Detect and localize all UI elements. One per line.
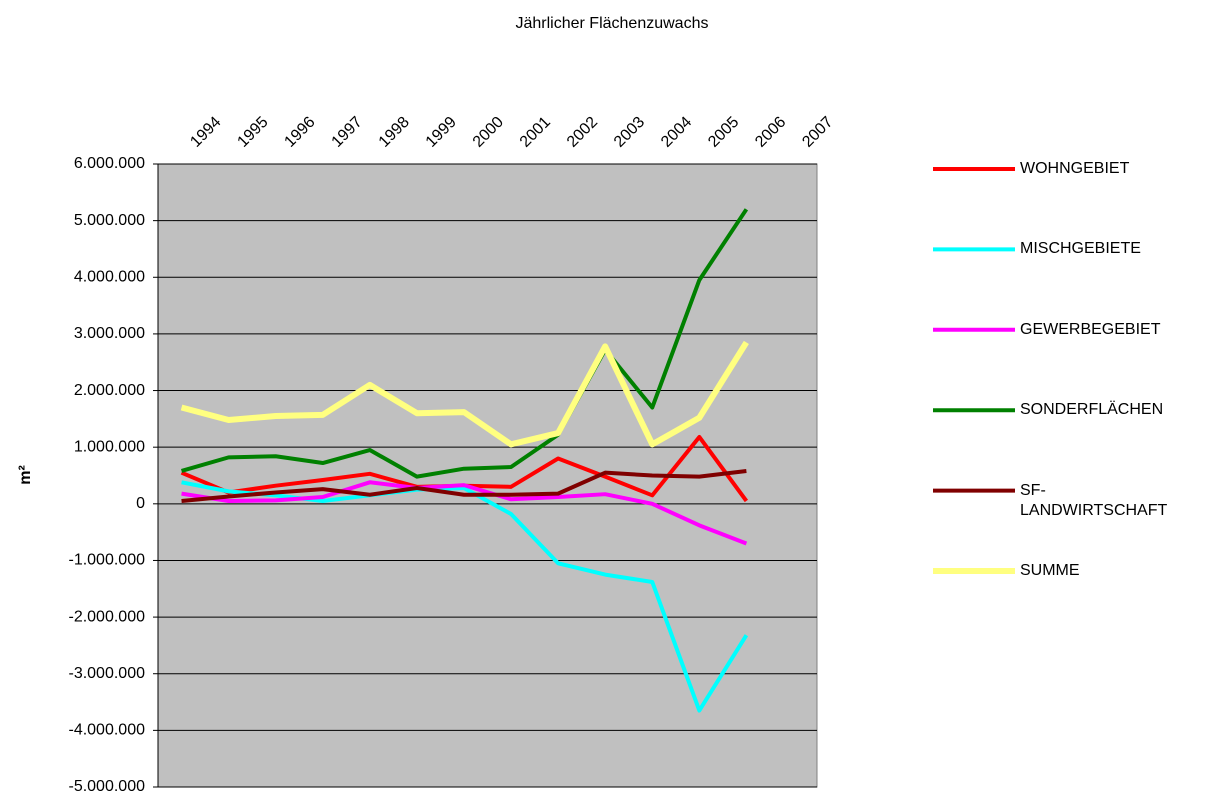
y-tick-label: 6.000.000 [74,155,145,172]
y-tick-label: 2.000.000 [74,382,145,399]
x-tick-label: 2000 [470,114,507,151]
y-tick-label: -1.000.000 [68,552,145,569]
chart-title: Jährlicher Flächenzuwachs [516,15,709,32]
legend-label: SONDERFLÄCHEN [1020,401,1164,419]
legend-label: GEWERBEGEBIET [1020,320,1161,338]
x-tick-label: 2007 [799,114,836,151]
y-axis-label: m² [17,465,34,485]
series-line [180,208,749,479]
legend-label: MISCHGEBIETE [1020,240,1141,258]
x-tick-label: 1998 [376,114,413,151]
y-tick-label: -4.000.000 [68,722,145,739]
x-tick-label: 1994 [187,114,224,151]
y-tick-label: -2.000.000 [68,608,145,625]
y-tick-label: 3.000.000 [74,325,145,342]
x-tick-label: 1995 [234,114,271,151]
x-tick-label: 2001 [517,114,554,151]
y-tick-label: 4.000.000 [74,268,145,285]
series-line [180,340,749,448]
series-line [181,480,748,546]
x-tick-label: 2003 [611,114,648,151]
x-tick-label: 2006 [752,114,789,151]
series-line [181,480,749,713]
y-tick-label: -3.000.000 [68,665,145,682]
x-tick-label: 1997 [329,114,366,151]
series-line [181,468,747,503]
x-tick-label: 2004 [658,114,695,151]
x-tick-label: 1999 [423,114,460,151]
y-tick-label: 5.000.000 [74,212,145,229]
y-tick-label: 0 [136,495,145,512]
x-tick-label: 1996 [281,114,318,151]
x-tick-label: 2005 [705,114,742,151]
legend-label: SF-LANDWIRTSCHAFT [1020,481,1168,519]
x-tick-label: 2002 [564,114,601,151]
legend-label: WOHNGEBIET [1020,160,1130,177]
y-tick-label: 1.000.000 [74,438,145,455]
y-tick-label: -5.000.000 [68,778,145,795]
legend-label: SUMME [1020,562,1080,579]
